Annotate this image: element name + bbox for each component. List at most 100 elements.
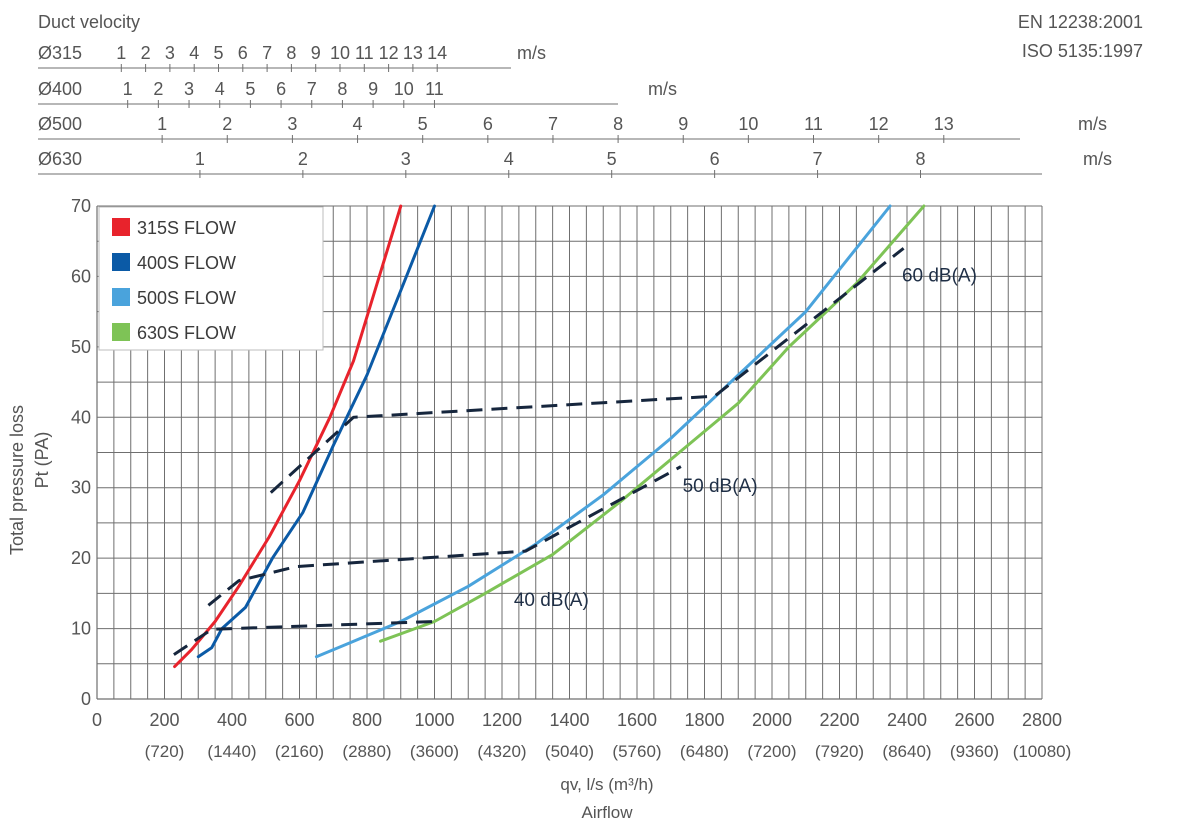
velocity-tick-label: 1 bbox=[123, 79, 133, 99]
velocity-tick-label: 11 bbox=[425, 79, 444, 99]
x-tick-sublabel: (4320) bbox=[477, 742, 526, 761]
series-lines bbox=[173, 204, 926, 669]
x-tick-sublabel: (1440) bbox=[207, 742, 256, 761]
velocity-tick-label: 6 bbox=[238, 43, 248, 63]
y-tick-label: 0 bbox=[81, 689, 91, 709]
legend-label: 400S FLOW bbox=[137, 253, 236, 273]
velocity-tick-label: 11 bbox=[804, 114, 823, 134]
velocity-tick-label: 9 bbox=[678, 114, 688, 134]
velocity-tick-label: 11 bbox=[355, 43, 374, 63]
velocity-tick-label: 3 bbox=[401, 149, 411, 169]
duct-velocity-title: Duct velocity bbox=[38, 12, 140, 32]
velocity-tick-label: 2 bbox=[153, 79, 163, 99]
velocity-tick-label: 1 bbox=[195, 149, 205, 169]
velocity-tick-label: 5 bbox=[213, 43, 223, 63]
x-tick-label: 1000 bbox=[414, 710, 454, 730]
velocity-scale-name: Ø400 bbox=[38, 79, 82, 99]
y-axis-unit: Pt (PA) bbox=[32, 432, 52, 489]
velocity-tick-label: 8 bbox=[286, 43, 296, 63]
x-tick-label: 2800 bbox=[1022, 710, 1062, 730]
x-tick-label: 200 bbox=[149, 710, 179, 730]
sound-level-label: 50 dB(A) bbox=[683, 476, 758, 497]
velocity-scale-name: Ø315 bbox=[38, 43, 82, 63]
x-tick-sublabel: (720) bbox=[145, 742, 185, 761]
velocity-tick-label: 8 bbox=[613, 114, 623, 134]
x-tick-label: 2600 bbox=[954, 710, 994, 730]
x-tick-sublabel: (9360) bbox=[950, 742, 999, 761]
velocity-tick-label: 2 bbox=[222, 114, 232, 134]
velocity-tick-label: 8 bbox=[915, 149, 925, 169]
standard-iso: ISO 5135:1997 bbox=[1022, 41, 1143, 61]
sound-line-60db bbox=[269, 247, 905, 494]
x-tick-sublabel: (7920) bbox=[815, 742, 864, 761]
standard-en: EN 12238:2001 bbox=[1018, 12, 1143, 32]
velocity-tick-label: 7 bbox=[813, 149, 823, 169]
legend: 315S FLOW 400S FLOW 500S FLOW 630S FLOW bbox=[98, 206, 324, 351]
x-tick-label: 1400 bbox=[549, 710, 589, 730]
velocity-tick-label: 4 bbox=[189, 43, 199, 63]
velocity-scale-name: Ø630 bbox=[38, 149, 82, 169]
legend-swatch bbox=[112, 288, 130, 306]
x-tick-label: 800 bbox=[352, 710, 382, 730]
x-tick-label: 1200 bbox=[482, 710, 522, 730]
legend-box bbox=[98, 206, 324, 351]
x-tick-sublabel: (10080) bbox=[1013, 742, 1072, 761]
velocity-unit: m/s bbox=[1083, 149, 1112, 169]
velocity-tick-label: 12 bbox=[379, 43, 399, 63]
velocity-tick-label: 2 bbox=[141, 43, 151, 63]
y-axis-title: Total pressure loss bbox=[7, 405, 27, 555]
velocity-tick-label: 3 bbox=[184, 79, 194, 99]
y-tick-label: 60 bbox=[71, 266, 91, 286]
velocity-tick-label: 8 bbox=[337, 79, 347, 99]
velocity-tick-label: 6 bbox=[710, 149, 720, 169]
x-tick-label: 400 bbox=[217, 710, 247, 730]
legend-swatch bbox=[112, 253, 130, 271]
velocity-unit: m/s bbox=[1078, 114, 1107, 134]
x-tick-sublabel: (2160) bbox=[275, 742, 324, 761]
sound-line-50db bbox=[207, 465, 682, 607]
velocity-tick-label: 7 bbox=[548, 114, 558, 134]
velocity-tick-label: 9 bbox=[311, 43, 321, 63]
series-line-500s-flow bbox=[314, 204, 892, 659]
x-tick-label: 1800 bbox=[684, 710, 724, 730]
velocity-tick-label: 4 bbox=[504, 149, 514, 169]
x-axis-subtitle: Airflow bbox=[581, 803, 633, 822]
velocity-tick-label: 4 bbox=[353, 114, 363, 134]
y-tick-label: 10 bbox=[71, 619, 91, 639]
velocity-tick-label: 5 bbox=[607, 149, 617, 169]
legend-label: 315S FLOW bbox=[137, 218, 236, 238]
velocity-tick-label: 3 bbox=[165, 43, 175, 63]
y-tick-label: 50 bbox=[71, 337, 91, 357]
velocity-tick-label: 7 bbox=[262, 43, 272, 63]
x-tick-label: 600 bbox=[284, 710, 314, 730]
velocity-tick-label: 13 bbox=[403, 43, 423, 63]
legend-swatch bbox=[112, 218, 130, 236]
velocity-tick-label: 1 bbox=[157, 114, 167, 134]
sound-line-40db bbox=[173, 620, 435, 656]
legend-swatch bbox=[112, 323, 130, 341]
series-line-630s-flow bbox=[379, 204, 926, 643]
y-tick-label: 30 bbox=[71, 478, 91, 498]
velocity-tick-label: 6 bbox=[276, 79, 286, 99]
velocity-tick-label: 1 bbox=[116, 43, 126, 63]
velocity-unit: m/s bbox=[648, 79, 677, 99]
velocity-tick-label: 13 bbox=[934, 114, 954, 134]
velocity-tick-label: 10 bbox=[738, 114, 758, 134]
y-tick-label: 20 bbox=[71, 548, 91, 568]
x-tick-sublabel: (7200) bbox=[747, 742, 796, 761]
velocity-tick-label: 6 bbox=[483, 114, 493, 134]
y-tick-label: 40 bbox=[71, 407, 91, 427]
x-tick-label: 1600 bbox=[617, 710, 657, 730]
velocity-tick-label: 5 bbox=[245, 79, 255, 99]
velocity-tick-label: 4 bbox=[215, 79, 225, 99]
legend-label: 630S FLOW bbox=[137, 323, 236, 343]
velocity-tick-label: 9 bbox=[368, 79, 378, 99]
velocity-tick-label: 10 bbox=[394, 79, 414, 99]
x-tick-sublabel: (3600) bbox=[410, 742, 459, 761]
velocity-unit: m/s bbox=[517, 43, 546, 63]
sound-level-label: 60 dB(A) bbox=[902, 265, 977, 286]
x-tick-sublabel: (5760) bbox=[612, 742, 661, 761]
legend-label: 500S FLOW bbox=[137, 288, 236, 308]
